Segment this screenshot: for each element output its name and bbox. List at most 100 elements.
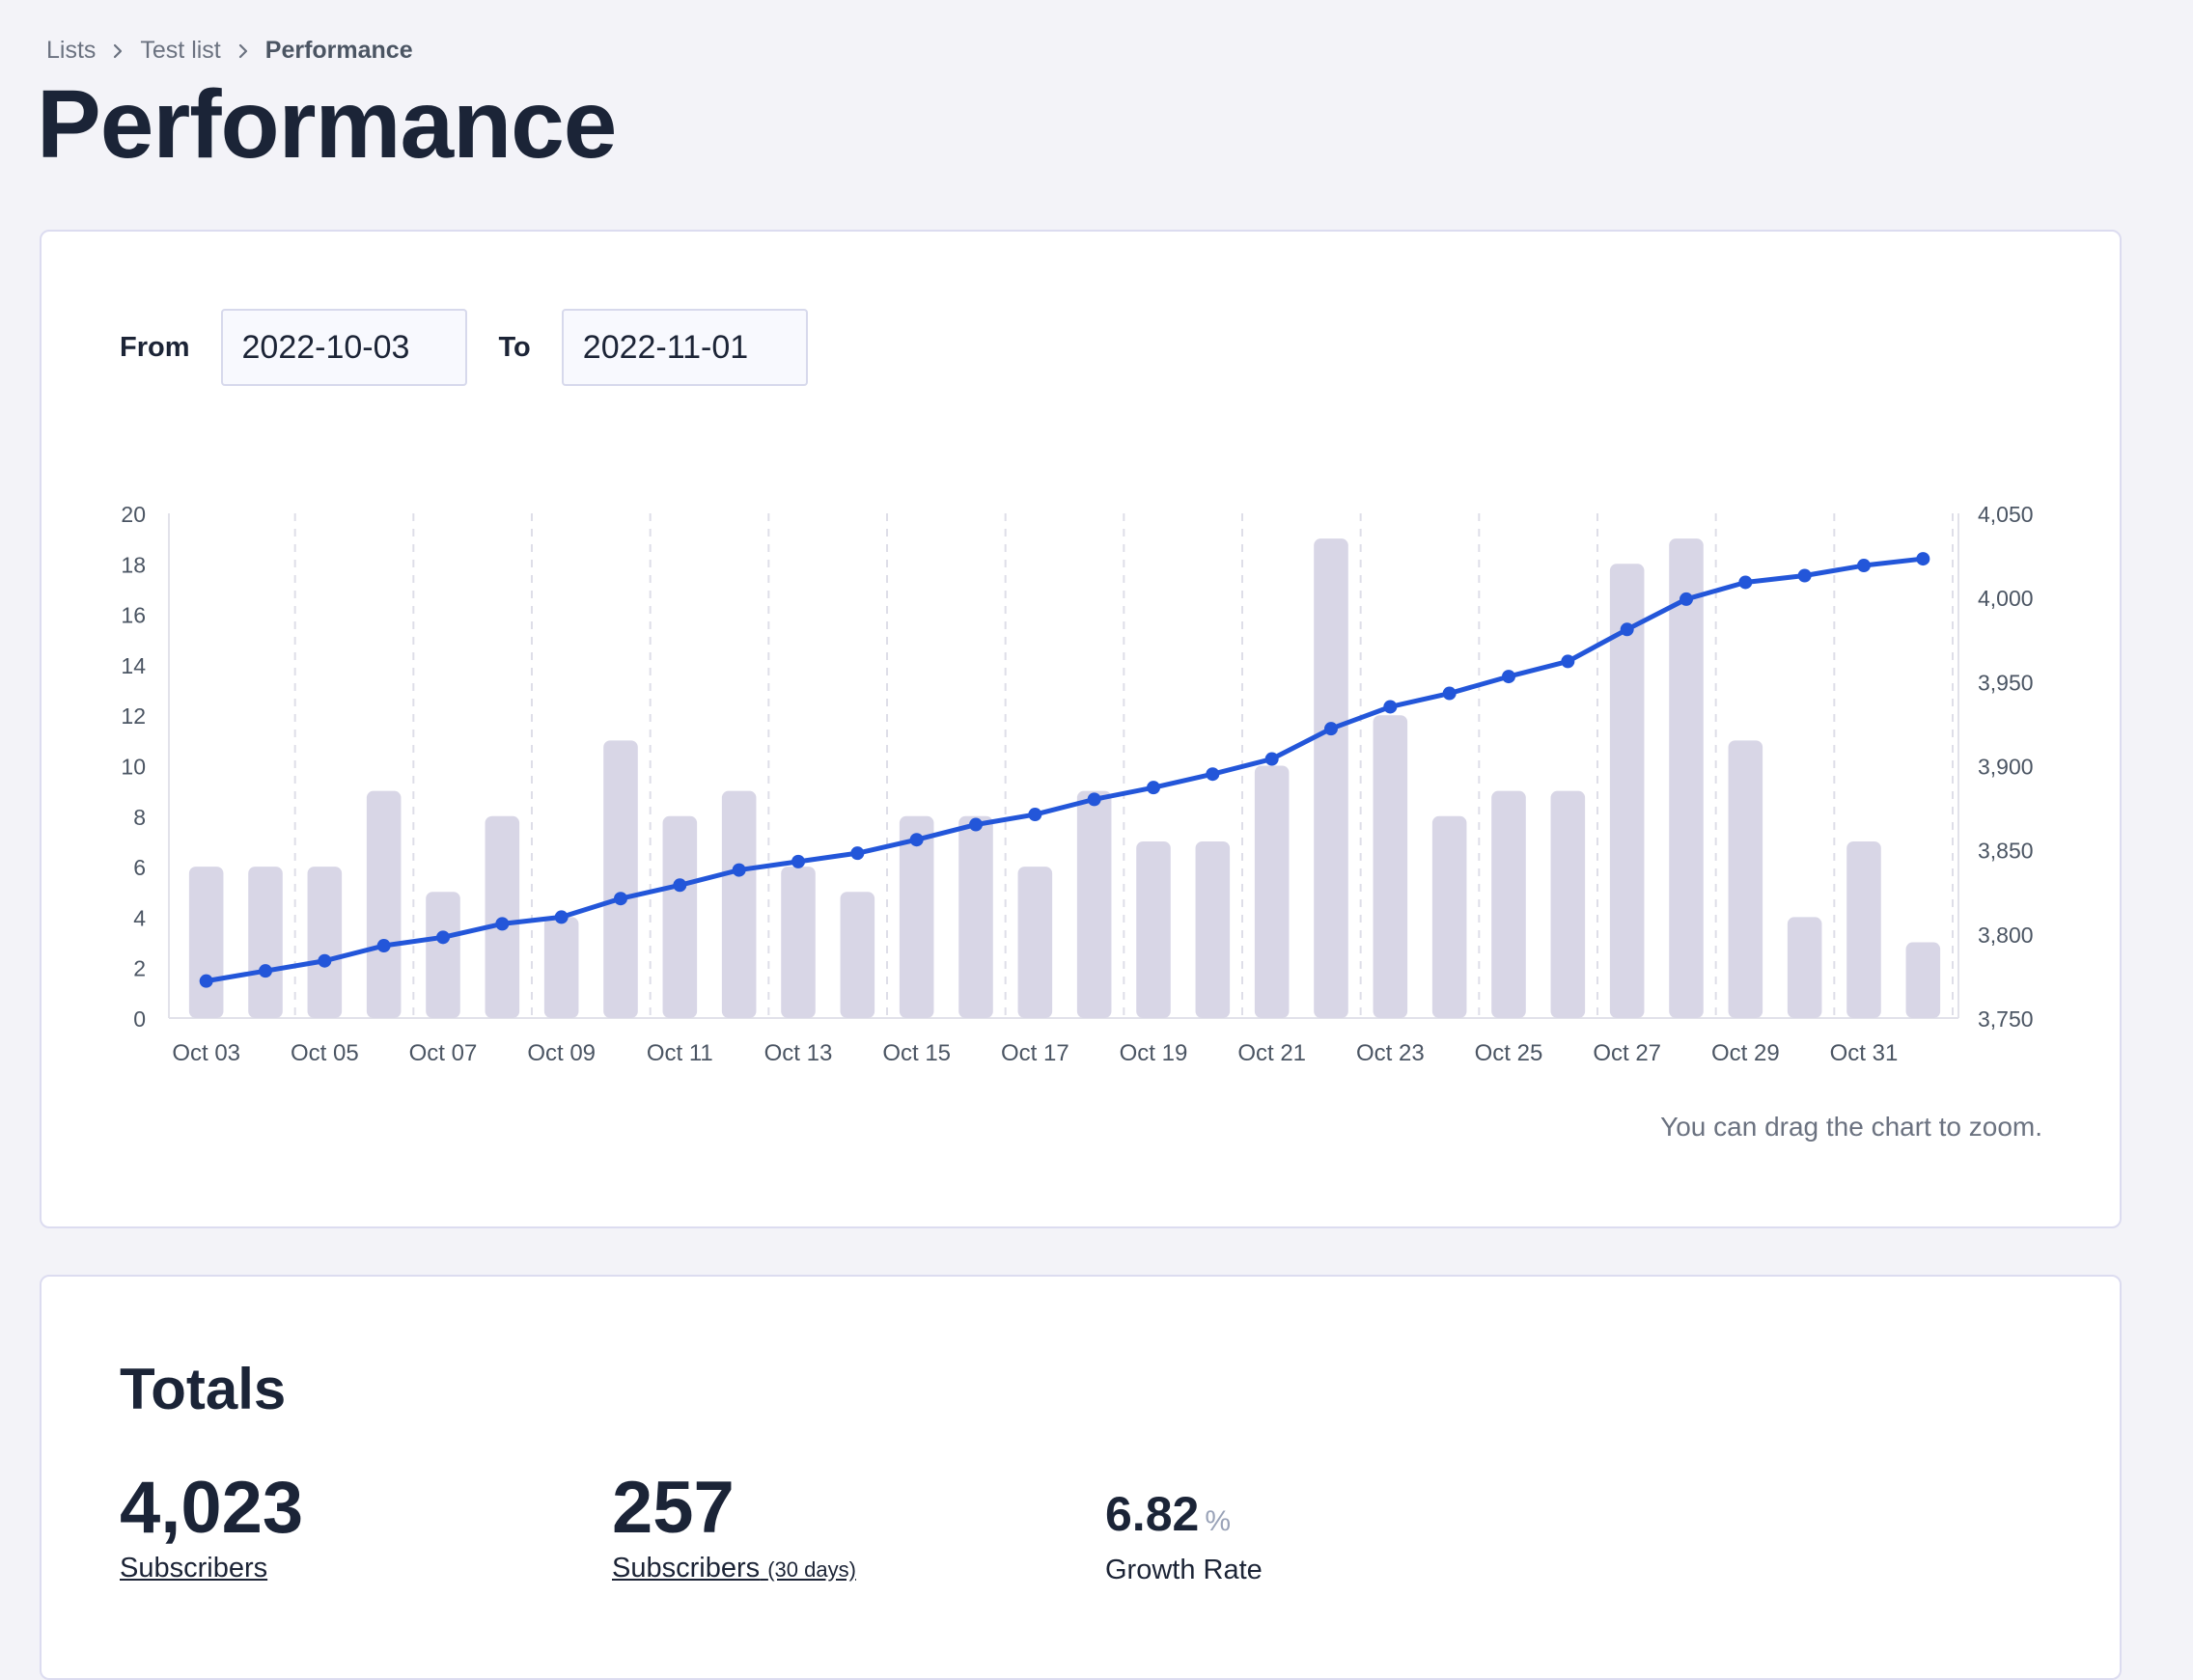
- subscribers-link[interactable]: Subscribers: [120, 1553, 268, 1584]
- bar: [366, 790, 402, 1018]
- totals-card: Totals 4,023 Subscribers 257 Subscribers…: [40, 1275, 2122, 1680]
- line-point: [1797, 568, 1812, 583]
- y-right-tick-label: 3,900: [1978, 755, 2034, 780]
- line-point: [1679, 592, 1693, 606]
- y-right-tick-label: 3,850: [1978, 839, 2034, 864]
- bar: [188, 867, 224, 1018]
- breadcrumb-current: Performance: [264, 37, 413, 64]
- bar: [248, 867, 283, 1018]
- y-left-tick-label: 6: [133, 855, 146, 880]
- line-point: [259, 964, 272, 978]
- bar: [1905, 942, 1941, 1018]
- y-right-tick-label: 3,750: [1978, 1006, 2034, 1032]
- breadcrumb-test-list[interactable]: Test list: [140, 37, 221, 64]
- y-right-tick-label: 3,800: [1978, 923, 2034, 948]
- chevron-right-icon: [113, 43, 123, 59]
- line-point: [1620, 622, 1634, 637]
- y-left-tick-label: 18: [121, 552, 146, 577]
- line-point: [909, 833, 924, 847]
- x-tick-label: Oct 11: [647, 1040, 713, 1066]
- y-right-tick-label: 3,950: [1978, 670, 2034, 695]
- page-title: Performance: [37, 70, 617, 179]
- bar: [1017, 867, 1053, 1018]
- bar: [721, 790, 757, 1018]
- growth-rate-row: 6.82%: [1105, 1485, 1263, 1551]
- performance-chart[interactable]: 0 2 4 6 8 10 12 14 16 18 20 3,750 3,800 3,850 3,900 3,9…: [42, 232, 2120, 1100]
- x-tick-label: Oct 03: [172, 1040, 240, 1066]
- y-left-tick-label: 16: [121, 603, 146, 628]
- x-tick-label: Oct 17: [1001, 1040, 1069, 1066]
- date-range: From To: [120, 309, 808, 386]
- y-left-tick-label: 20: [121, 502, 146, 527]
- line-point: [436, 930, 450, 945]
- x-tick-label: Oct 21: [1237, 1040, 1306, 1066]
- chevron-right-icon: [238, 43, 248, 59]
- bar: [1609, 564, 1645, 1018]
- line-point: [1502, 670, 1515, 684]
- line-point: [1028, 808, 1042, 822]
- x-tick-label: Oct 13: [764, 1040, 833, 1066]
- line-point: [969, 817, 983, 832]
- breadcrumb-lists[interactable]: Lists: [46, 37, 97, 64]
- bar: [840, 892, 875, 1018]
- subscribers-30-sub: (30 days): [767, 1557, 856, 1582]
- line-point: [791, 854, 805, 868]
- x-tick-label: Oct 25: [1475, 1040, 1543, 1066]
- bar: [307, 867, 343, 1018]
- x-tick-label: Oct 19: [1120, 1040, 1188, 1066]
- growth-rate-value: 6.82: [1105, 1487, 1200, 1541]
- stat-subscribers-30-days: 257 Subscribers (30 days): [612, 1468, 856, 1584]
- y-left-tick-label: 8: [133, 805, 146, 830]
- bar: [1136, 840, 1171, 1018]
- stat-growth-rate: 6.82% Growth Rate: [1105, 1468, 1263, 1586]
- from-date-input[interactable]: [220, 309, 467, 386]
- x-tick-label: Oct 23: [1356, 1040, 1425, 1066]
- chart-zoom-hint: You can drag the chart to zoom.: [1660, 1112, 2042, 1142]
- bar: [1431, 815, 1467, 1018]
- bar: [543, 917, 579, 1018]
- subscribers-value: 4,023: [120, 1467, 304, 1549]
- line-point: [1561, 654, 1575, 669]
- bar: [1787, 917, 1822, 1018]
- y-left-tick-label: 0: [133, 1006, 146, 1032]
- y-left-tick-label: 12: [121, 703, 146, 729]
- bar: [1254, 765, 1290, 1018]
- performance-chart-card: From To 0 2 4 6 8 10 12 14 16 18 20 3,750 3,800 3,850…: [40, 230, 2122, 1228]
- x-tick-label: Oct 29: [1711, 1040, 1780, 1066]
- x-tick-label: Oct 15: [882, 1040, 951, 1066]
- stat-subscribers: 4,023 Subscribers: [120, 1468, 303, 1584]
- bar: [1728, 740, 1763, 1018]
- x-tick-label: Oct 05: [291, 1040, 359, 1066]
- bar: [1373, 715, 1408, 1018]
- to-date-input[interactable]: [561, 309, 808, 386]
- line-point: [850, 846, 865, 861]
- line-point: [318, 953, 332, 968]
- subscribers-30-value: 257: [612, 1467, 735, 1549]
- bar: [1314, 538, 1348, 1018]
- line-point: [1206, 767, 1220, 782]
- subscribers-30-link[interactable]: Subscribers (30 days): [612, 1553, 856, 1584]
- bar: [958, 815, 993, 1018]
- y-right-tick-label: 4,000: [1978, 586, 2034, 611]
- line-point: [614, 892, 627, 906]
- line-point: [1087, 792, 1101, 807]
- line-point: [1147, 781, 1160, 795]
- to-label: To: [498, 331, 531, 363]
- line-point: [673, 878, 687, 893]
- line-point: [199, 974, 213, 988]
- line-point: [1383, 700, 1398, 714]
- bar: [603, 740, 638, 1018]
- x-tick-label: Oct 09: [527, 1040, 596, 1066]
- bar: [899, 815, 934, 1018]
- bar: [1076, 790, 1112, 1018]
- x-tick-label: Oct 07: [409, 1040, 478, 1066]
- line-point: [1916, 552, 1930, 566]
- bar: [781, 867, 816, 1018]
- y-left-tick-label: 4: [133, 905, 146, 930]
- y-left-tick-label: 2: [133, 956, 146, 981]
- growth-rate-unit: %: [1205, 1505, 1232, 1537]
- line-point: [376, 939, 391, 953]
- line-point: [732, 863, 746, 877]
- totals-title: Totals: [120, 1357, 287, 1421]
- line-point: [1264, 752, 1279, 766]
